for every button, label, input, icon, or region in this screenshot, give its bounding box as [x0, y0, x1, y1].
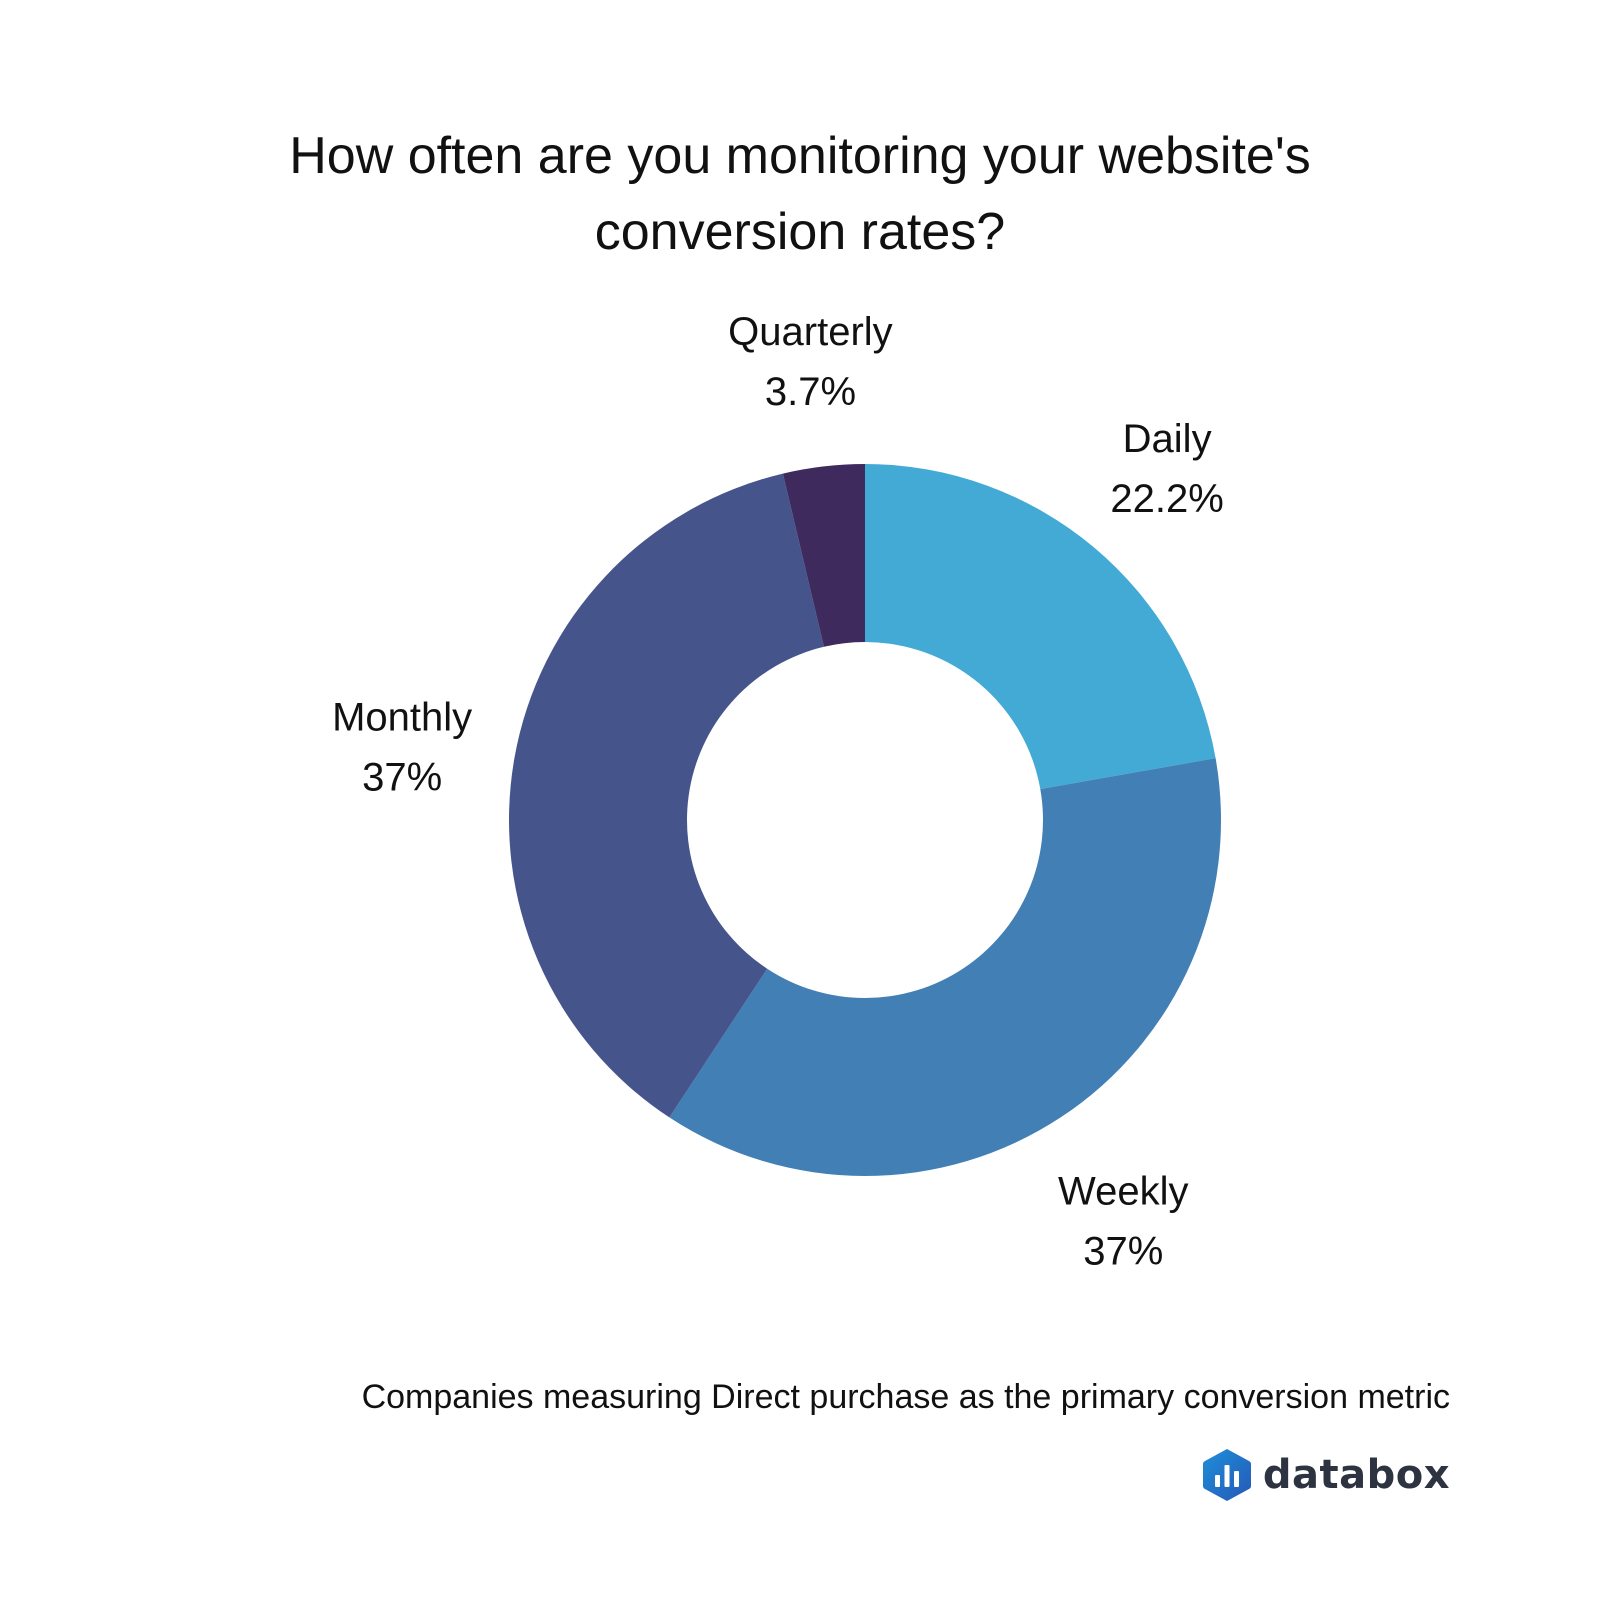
slice-weekly	[669, 758, 1221, 1176]
slice-daily	[865, 464, 1216, 790]
slice-labels: Daily 22.2% Weekly 37% Monthly 37% Quarterly 3.…	[332, 310, 1224, 1274]
slice-category-monthly: Monthly	[332, 695, 472, 739]
databox-logo-icon	[1202, 1449, 1251, 1501]
databox-logo: databox	[1201, 1446, 1450, 1504]
slice-value-quarterly: 3.7%	[765, 370, 856, 414]
chart-title-line-2: conversion rates?	[594, 203, 1006, 261]
slice-quarterly	[782, 464, 865, 647]
slice-monthly	[509, 473, 824, 1118]
slice-label-quarterly: Quarterly 3.7%	[728, 310, 893, 414]
slice-category-weekly: Weekly	[1058, 1170, 1188, 1214]
slice-category-daily: Daily	[1123, 417, 1212, 461]
slice-label-daily: Daily 22.2%	[1110, 417, 1223, 521]
chart-subtitle: Companies measuring Direct purchase as t…	[361, 1378, 1450, 1416]
slice-label-monthly: Monthly 37%	[332, 695, 472, 799]
slice-value-weekly: 37%	[1083, 1230, 1163, 1274]
chart-title-line-1: How often are you monitoring your websit…	[289, 127, 1311, 185]
donut-slices	[509, 464, 1221, 1176]
slice-category-quarterly: Quarterly	[728, 310, 893, 354]
slice-value-daily: 22.2%	[1110, 477, 1223, 521]
chart-title: How often are you monitoring your websit…	[0, 118, 1600, 270]
slice-label-weekly: Weekly 37%	[1058, 1170, 1188, 1274]
slice-value-monthly: 37%	[362, 755, 442, 799]
databox-logo-text: databox	[1262, 1452, 1450, 1498]
